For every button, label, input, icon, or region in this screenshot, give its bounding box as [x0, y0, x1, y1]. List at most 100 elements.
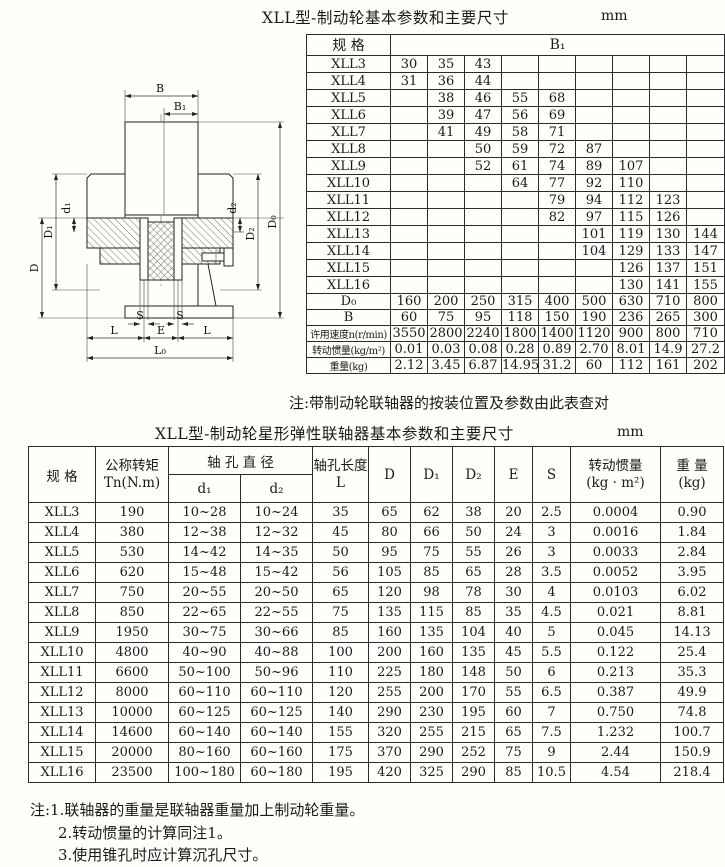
data-cell: 140 [312, 702, 369, 723]
row-label: XLL10 [306, 174, 391, 192]
table-row: XLL8 850 22~65 22~55 75 135 115 85 35 4.5 0.021 8.8… [28, 602, 724, 623]
data-cell [427, 191, 465, 209]
data-cell [427, 140, 465, 158]
data-cell: 8.81 [660, 602, 724, 623]
data-cell: 12~38 [168, 522, 241, 543]
data-cell: 2.84 [660, 542, 724, 563]
data-cell [427, 276, 465, 294]
data-cell: 47 [464, 106, 502, 124]
data-cell: 530 [95, 542, 169, 563]
footnotes: 注:1.联轴器的重量是联轴器重量加上制动轮重量。 2.转动惯量的计算同注1。 3… [30, 799, 364, 867]
data-cell: 900 [612, 325, 650, 342]
data-cell: 112 [612, 191, 650, 209]
data-cell: 107 [612, 157, 650, 175]
data-cell: 56 [501, 106, 539, 124]
data-cell: 56 [312, 562, 369, 583]
data-cell: 0.28 [501, 341, 539, 358]
row-label: B [306, 309, 391, 326]
data-cell: 61 [501, 157, 539, 175]
data-cell: 60 [575, 357, 613, 374]
row-label: XLL4 [306, 72, 391, 90]
data-cell: 64 [501, 174, 539, 192]
data-cell: 45 [494, 642, 533, 663]
data-cell: 85 [312, 622, 369, 643]
data-cell [685, 123, 725, 141]
data-cell [464, 242, 502, 260]
data-cell: 100~180 [168, 762, 241, 783]
data-cell: 190 [95, 502, 169, 523]
data-cell [390, 89, 428, 107]
data-cell: 6.02 [660, 582, 724, 603]
data-cell [427, 208, 465, 226]
data-cell: 6.87 [464, 357, 502, 374]
data-cell: 190 [575, 309, 613, 326]
data-cell: 144 [685, 225, 725, 243]
data-cell: 55 [494, 682, 533, 703]
data-cell [685, 72, 725, 90]
data-cell [427, 225, 465, 243]
data-cell: 85 [494, 762, 533, 783]
table-row: XLL11 79 94 112 123 [306, 191, 725, 209]
data-cell: 195 [312, 762, 369, 783]
row-label: XLL9 [306, 157, 391, 175]
data-cell: 0.0052 [570, 562, 661, 583]
data-cell: 100 [312, 642, 369, 663]
data-cell: 30~75 [168, 622, 241, 643]
table-row: XLL7 41 49 58 71 [306, 123, 725, 141]
data-cell: 2800 [427, 325, 465, 342]
data-cell: 22~55 [240, 602, 313, 623]
data-cell: 23500 [95, 762, 169, 783]
data-cell: 15~48 [168, 562, 241, 583]
dim-label-B1: B₁ [174, 100, 187, 113]
row-label: XLL14 [306, 242, 391, 260]
col-D1: D₁ [410, 446, 453, 503]
data-cell [538, 225, 576, 243]
data-cell [501, 259, 539, 277]
dim-label-L0: L₀ [154, 344, 166, 357]
data-cell: 0.213 [570, 662, 661, 683]
data-cell: 120 [368, 582, 411, 603]
data-cell: 0.03 [427, 341, 465, 358]
data-cell: 1.232 [570, 722, 661, 743]
data-cell: 74 [538, 157, 576, 175]
data-cell: 130 [612, 276, 650, 294]
col-D: D [368, 446, 411, 503]
data-cell: 119 [612, 225, 650, 243]
data-cell: 3 [532, 542, 571, 563]
data-cell: 2.12 [390, 357, 428, 374]
data-cell: 31 [390, 72, 428, 90]
data-cell: 95 [368, 542, 411, 563]
data-cell: 65 [312, 582, 369, 603]
data-cell: 71 [538, 123, 576, 141]
col-spec: 规 格 [28, 446, 96, 503]
data-cell: 370 [368, 742, 411, 763]
brake-wheel-params-table: 规 格 B₁ XLL3 30 35 43 XLL4 31 36 44 XLL5 38 46 55 68 X… [306, 34, 725, 374]
table2-body-rows: XLL3 190 10~28 10~24 35 65 62 38 20 2.5 0.0004 0.90… [28, 502, 724, 783]
data-cell: 290 [452, 762, 495, 783]
data-cell: 65 [494, 722, 533, 743]
col-bore-length: 轴孔长度 L [312, 446, 369, 503]
data-cell: 6.5 [532, 682, 571, 703]
data-cell: 6 [532, 662, 571, 683]
data-cell [390, 106, 428, 124]
col-bore-length-line2: L [336, 474, 345, 491]
table-row: XLL16 23500 100~180 60~180 195 420 325 290 85 10.… [28, 762, 724, 783]
data-cell: 50~100 [168, 662, 241, 683]
data-cell [427, 259, 465, 277]
row-label: XLL12 [28, 682, 96, 703]
data-cell [390, 174, 428, 192]
data-cell: 15~42 [240, 562, 313, 583]
table-row: XLL5 38 46 55 68 [306, 89, 725, 107]
data-cell: 6600 [95, 662, 169, 683]
data-cell [649, 106, 687, 124]
coupling-params-table: 规 格 公称转矩 Tn(N.m) 轴 孔 直 径 轴孔长度 L D D₁ D₂ … [28, 446, 724, 783]
data-cell [575, 106, 613, 124]
data-cell: 133 [649, 242, 687, 260]
right-sleeve-slot [173, 217, 183, 281]
table-row: XLL13 10000 60~125 60~125 140 290 230 195 60 7 0.7… [28, 702, 724, 723]
row-label: 转动惯量(kg/m²) [306, 341, 391, 358]
data-cell [685, 106, 725, 124]
data-cell [538, 276, 576, 294]
data-cell: 250 [464, 293, 502, 310]
